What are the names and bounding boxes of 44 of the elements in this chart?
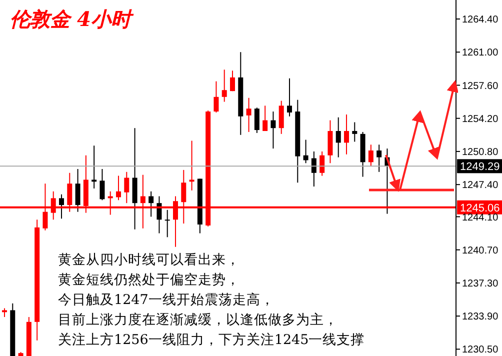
- candlestick: [320, 150, 325, 176]
- annotation: 关注上方1256一线阻力，下方关注1245一线支撑: [58, 331, 365, 350]
- candlestick: [124, 171, 130, 204]
- y-tick-label: 1254.20: [462, 114, 499, 125]
- annotation: 黄金短线仍然处于偏空走势，: [58, 271, 241, 290]
- annotation: 今日触及1247一线开始震荡走高，: [58, 291, 276, 310]
- annotation: 目前上涨力度在逐渐减缓，以逢低做多为主，: [58, 311, 339, 330]
- candlestick: [278, 100, 284, 134]
- y-tick-label: 1237.30: [462, 278, 499, 290]
- candlestick: [59, 194, 64, 220]
- ref-line-label: 1245.06: [460, 202, 500, 214]
- candlestick: [352, 122, 358, 142]
- candlestick: [303, 139, 308, 164]
- annotation: 黄金从四小时线可以看出来，: [58, 251, 241, 270]
- candlestick: [254, 107, 260, 134]
- y-tick-label: 1230.50: [462, 344, 499, 356]
- y-tick-label: 1264.40: [462, 14, 499, 26]
- candlestick: [222, 69, 227, 102]
- candlestick: [246, 97, 252, 132]
- candlestick: [92, 145, 97, 189]
- candlestick: [336, 116, 341, 158]
- y-tick-label: 1247.40: [462, 180, 499, 192]
- candlestick: [311, 150, 316, 188]
- candlestick: [230, 70, 235, 92]
- y-tick-label: 1250.80: [462, 147, 499, 158]
- candlestick: [214, 80, 219, 113]
- candlestick: [164, 209, 170, 238]
- y-tick-label: 1240.70: [462, 245, 499, 256]
- candlestick: [368, 144, 374, 167]
- candlestick: [148, 190, 154, 218]
- ref-line-label: 1249.29: [460, 161, 500, 174]
- candlestick: [287, 78, 292, 117]
- candlestick: [75, 168, 80, 212]
- candlestick: [270, 111, 276, 150]
- candlestick: [189, 140, 194, 191]
- candlestick: [344, 114, 349, 155]
- candlestick: [262, 105, 268, 132]
- y-tick-label: 1261.00: [462, 48, 499, 59]
- y-tick-label: 1244.10: [462, 212, 499, 224]
- y-tick-label: 1257.60: [462, 80, 499, 92]
- candlestick: [100, 168, 105, 201]
- candlestick: [376, 144, 382, 172]
- candlestick: [116, 175, 121, 201]
- y-tick-label: 1233.90: [462, 312, 499, 323]
